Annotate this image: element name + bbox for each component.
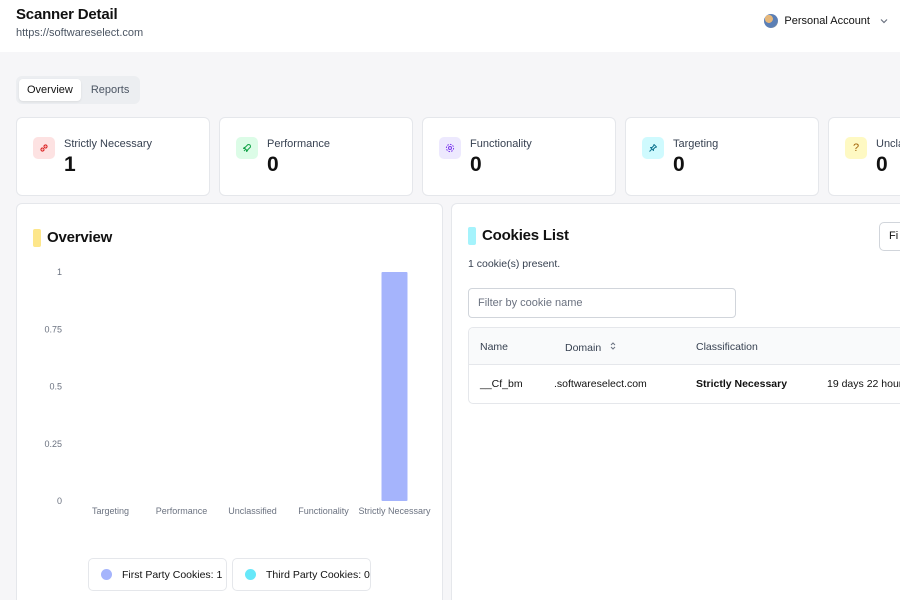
stat-card-targeting: Targeting 0 — [625, 117, 819, 196]
filter-button[interactable]: Fi — [879, 222, 900, 251]
pin-icon — [642, 137, 664, 159]
stat-value: 0 — [673, 153, 685, 176]
column-header-domain[interactable]: Domain — [565, 341, 617, 354]
y-tick-label: 0.75 — [44, 324, 62, 334]
question-icon: ? — [845, 137, 867, 159]
rocket-icon — [236, 137, 258, 159]
cookie-count: 1 cookie(s) present. — [468, 258, 561, 270]
stat-value: 0 — [876, 153, 888, 176]
gear-icon — [439, 137, 461, 159]
stat-value: 1 — [64, 153, 76, 176]
cookie-classification: Strictly Necessary — [696, 378, 788, 390]
legend-label: First Party Cookies: 1 — [122, 568, 223, 581]
x-tick-label: Functionality — [298, 506, 349, 516]
stat-label: Functionality — [470, 138, 532, 150]
sort-icon[interactable] — [609, 341, 617, 354]
link-icon — [33, 137, 55, 159]
stat-card-strictly-necessary: Strictly Necessary 1 — [16, 117, 210, 196]
stat-card-unclassified: ? Uncla 0 — [828, 117, 900, 196]
cookies-accent — [468, 227, 476, 245]
legend-label: Third Party Cookies: 0 — [266, 568, 370, 581]
tab-overview[interactable]: Overview — [19, 79, 81, 101]
account-switcher[interactable]: Personal Account — [764, 13, 892, 29]
stat-value: 0 — [470, 153, 482, 176]
y-tick-label: 0.25 — [44, 439, 62, 449]
x-tick-label: Performance — [156, 506, 208, 516]
scanner-url: https://softwareselect.com — [16, 27, 144, 39]
tab-bar: Overview Reports — [16, 76, 141, 104]
stat-card-performance: Performance 0 — [219, 117, 413, 196]
cookies-table: Name Domain Classification __Cf_bm .soft… — [468, 327, 900, 404]
cookies-title: Cookies List — [482, 227, 569, 244]
chart-bar[interactable] — [381, 272, 408, 501]
top-bar: Scanner Detail https://softwareselect.co… — [0, 0, 900, 52]
x-tick-label: Unclassified — [228, 506, 277, 516]
page-title: Scanner Detail — [16, 6, 118, 23]
column-header-name[interactable]: Name — [480, 341, 509, 353]
overview-panel — [16, 203, 443, 600]
account-label: Personal Account — [784, 15, 870, 27]
avatar — [764, 14, 779, 28]
x-tick-label: Strictly Necessary — [358, 506, 431, 516]
cookie-name: __Cf_bm — [480, 378, 523, 390]
table-header: Name Domain Classification — [469, 328, 900, 365]
overview-accent — [33, 229, 41, 247]
stat-card-functionality: Functionality 0 — [422, 117, 616, 196]
chevron-down-icon — [876, 13, 892, 29]
cookies-panel — [451, 203, 900, 600]
legend-first-party[interactable]: First Party Cookies: 1 — [88, 558, 227, 591]
cookie-domain: .softwareselect.com — [554, 378, 647, 390]
stat-label: Targeting — [673, 138, 719, 150]
stat-value: 0 — [267, 153, 279, 176]
column-header-label: Domain — [565, 341, 602, 354]
overview-bar-chart: 0 0.25 0.5 0.75 1 Targeting Performance Unclass… — [44, 267, 431, 516]
legend-third-party[interactable]: Third Party Cookies: 0 — [232, 558, 371, 591]
legend-swatch — [245, 569, 256, 580]
column-header-classification[interactable]: Classification — [696, 341, 758, 353]
y-tick-label: 1 — [57, 267, 62, 277]
stat-label: Uncla — [876, 138, 900, 150]
overview-title: Overview — [47, 229, 113, 246]
stat-label: Performance — [267, 138, 330, 150]
stat-label: Strictly Necessary — [64, 138, 153, 150]
tab-reports[interactable]: Reports — [90, 84, 130, 96]
y-tick-label: 0 — [57, 496, 62, 506]
y-tick-label: 0.5 — [49, 382, 62, 392]
legend-swatch — [101, 569, 112, 580]
x-tick-label: Targeting — [92, 506, 129, 516]
cookie-filter-input[interactable] — [468, 288, 736, 318]
cookie-expiry: 19 days 22 hour — [827, 378, 900, 390]
